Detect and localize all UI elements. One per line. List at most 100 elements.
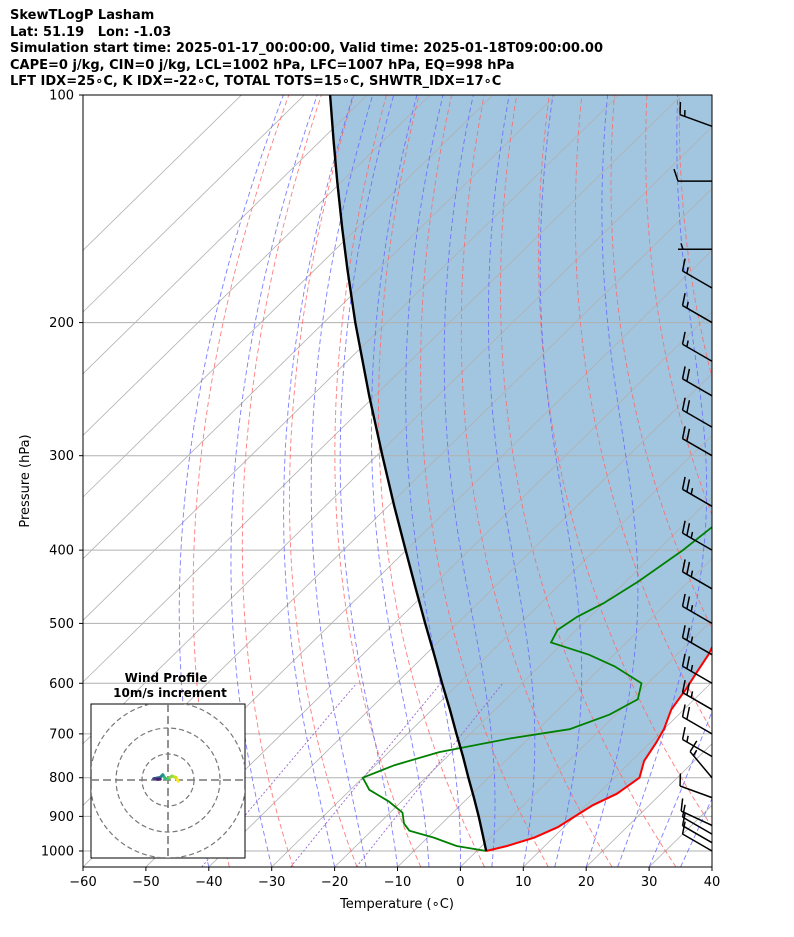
barb-staff [682,637,713,656]
barb-staff [682,270,713,289]
wind-barb [681,704,713,735]
barb-half-flag [690,636,694,643]
dry-adiabat-line [711,95,712,115]
x-tick-label: 10 [515,875,532,890]
barb-staff [682,532,713,551]
barb-staff [682,304,713,324]
barb-half-flag [686,340,689,347]
x-tick-label: −30 [258,875,285,890]
wind-barb [673,168,712,182]
moist-adiabat-line [711,865,712,867]
instability-indices: CAPE=0 j/kg, CIN=0 j/kg, LCL=1002 hPa, L… [10,57,515,73]
barb-flag [681,258,686,272]
barb-flag [686,523,691,536]
y-tick-label: 300 [49,449,74,464]
wind-barb [681,804,713,835]
barb-staff [682,691,713,711]
chart-header: SkewTLogP Lasham Lat: 51.19 Lon: -1.03 S… [10,8,603,91]
wind-barb [681,821,713,852]
barb-staff [682,378,713,397]
dry-adiabat-line [241,95,322,867]
cape-cin-fill [330,95,712,851]
x-tick-label: 40 [704,875,721,890]
wind-barb [681,653,713,684]
barb-flag [686,368,691,382]
wind-barb [681,366,713,397]
station-title: SkewTLogP Lasham [10,8,155,23]
barb-flag [681,559,686,572]
x-tick-label: −60 [69,875,96,890]
barb-staff [680,810,713,827]
axis-ticks: −60 −50 −40 −30 −20 −10 0 10 20 30 40 100 200 300 400 5… [41,89,720,891]
barb-flag [680,798,684,812]
dewpoint-profile-line [361,525,712,852]
barb-flag [681,476,686,490]
barb-staff [682,605,713,625]
barb-staff [682,409,713,428]
barb-staff [682,665,713,684]
barb-half-flag [692,749,698,756]
moist-adiabat-line [339,95,398,867]
isotherm-line [83,126,712,745]
wind-barb [681,397,713,428]
isotherm-line [83,95,683,683]
moist-adiabat-line [487,95,536,867]
barb-staff [682,738,713,758]
hodograph-plot [91,704,245,858]
wind-barb [681,293,713,324]
y-tick-label: 1000 [41,844,74,859]
x-axis-label: Temperature (∘C) [339,897,454,912]
wind-barb [681,813,713,844]
wind-barb [681,476,713,507]
moist-adiabat-line [283,95,354,867]
dry-adiabat-line [645,95,712,517]
moist-adiabat-line [648,710,712,867]
mixing-ratio-line [355,683,504,867]
dry-adiabat-line [500,95,677,867]
barb-flag [681,804,686,818]
barb-half-flag [686,267,689,274]
barb-flag [686,479,691,492]
moist-adiabat-line [405,95,461,867]
barb-flag [681,704,686,718]
barb-half-flag [690,531,694,539]
mixing-ratio-line [201,683,357,867]
y-tick-label: 700 [49,727,74,742]
dry-adiabat-line [777,95,794,867]
barb-half-flag [690,605,694,612]
dry-adiabat-line [289,95,358,867]
barb-staff [682,488,713,507]
moist-adiabat-line [310,95,374,867]
barb-flag [681,593,686,607]
barb-flag [681,426,686,439]
isotherm-line [83,95,620,621]
isotherm-line [83,95,494,498]
wind-barbs [673,101,713,852]
isotherm-line [83,95,242,251]
dry-adiabat-line [745,95,794,867]
isotherm-line [397,558,712,867]
temperature-profile-line [485,645,712,852]
x-tick-label: 30 [641,875,658,890]
hodograph-inset: Wind Profile 10m/s increment [90,671,246,859]
x-tick-label: −10 [384,875,411,890]
wind-barb [680,798,713,827]
barb-flag [686,400,691,413]
isotherm-line [83,95,305,313]
barb-staff [682,343,713,362]
barb-flag [681,520,686,534]
barb-staff [679,785,713,799]
barb-flag [681,397,686,411]
wind-barb [681,331,713,362]
y-tick-label: 200 [49,316,74,331]
station-location: Lat: 51.19 Lon: -1.03 [10,24,172,40]
barb-staff [682,438,713,457]
isotherm-line [83,95,368,375]
isotherm-line [83,95,557,560]
isotherm-line [711,866,712,867]
isotherm-line [271,434,712,867]
isotherm-line [523,681,712,867]
barb-flag [686,596,691,610]
simulation-times: Simulation start time: 2025-01-17_00:00:… [10,41,603,56]
